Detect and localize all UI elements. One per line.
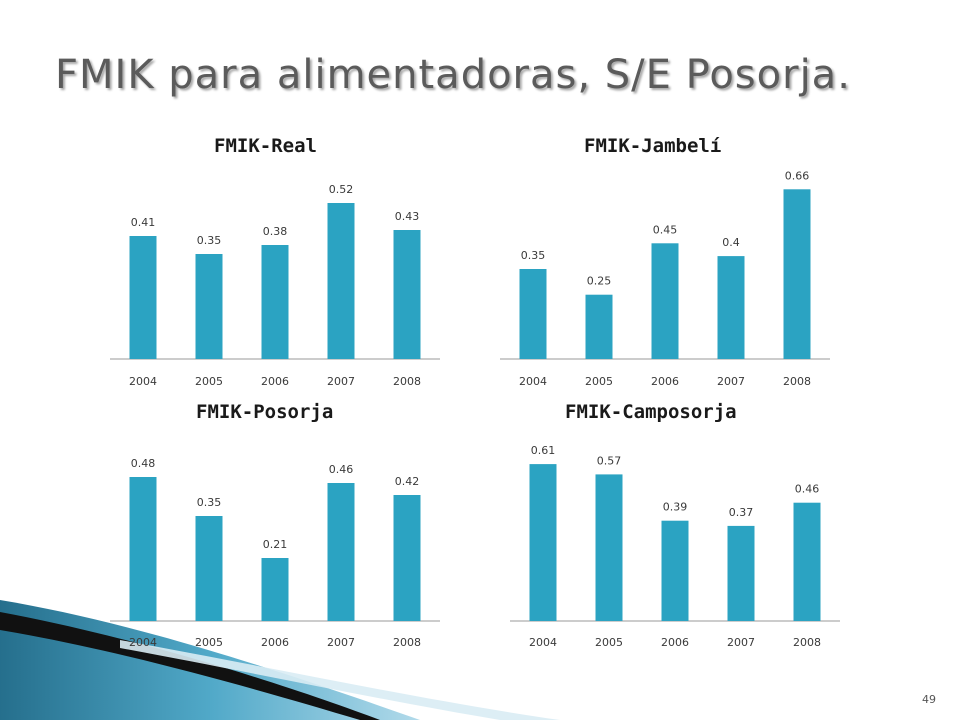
bar-2007 <box>717 256 745 359</box>
tick-label-2008: 2008 <box>793 636 821 649</box>
bar-2004 <box>129 236 157 359</box>
data-label-2005: 0.25 <box>587 275 612 288</box>
bar-2008 <box>793 502 821 621</box>
chart-title-jambeli: FMIK-Jambelí <box>584 135 722 157</box>
bar-2007 <box>727 525 755 621</box>
tick-label-2005: 2005 <box>195 636 223 649</box>
bar-2006 <box>651 243 679 359</box>
page-number: 49 <box>922 693 936 706</box>
tick-label-2006: 2006 <box>661 636 689 649</box>
tick-label-2007: 2007 <box>327 375 355 388</box>
data-label-2004: 0.35 <box>521 249 546 262</box>
tick-label-2006: 2006 <box>261 375 289 388</box>
tick-label-2004: 2004 <box>519 375 547 388</box>
bar-2005 <box>585 294 613 359</box>
bar-2004 <box>129 477 157 621</box>
tick-label-2004: 2004 <box>529 636 557 649</box>
tick-label-2006: 2006 <box>651 375 679 388</box>
bar-2005 <box>595 474 623 621</box>
chart-fmik-posorja: 0.48 2004 0.35 2005 0.21 2006 0.46 2007 0.42 2008 <box>110 457 440 649</box>
data-label-2005: 0.57 <box>597 454 622 467</box>
bar-2006 <box>261 558 289 621</box>
data-label-2008: 0.43 <box>395 210 420 223</box>
data-label-2007: 0.52 <box>329 183 354 196</box>
tick-label-2005: 2005 <box>585 375 613 388</box>
data-label-2005: 0.35 <box>197 234 222 247</box>
bar-2004 <box>519 269 547 359</box>
data-label-2006: 0.38 <box>263 225 288 238</box>
chart-fmik-real: 0.41 2004 0.35 2005 0.38 2006 0.52 2007 0.43 2008 <box>110 183 440 388</box>
tick-label-2004: 2004 <box>129 636 157 649</box>
chart-title-camposorja: FMIK-Camposorja <box>565 401 737 423</box>
bar-2005 <box>195 516 223 621</box>
chart-fmik-jambeli: 0.35 2004 0.25 2005 0.45 2006 0.4 2007 0.66 2008 <box>500 169 830 388</box>
tick-label-2007: 2007 <box>727 636 755 649</box>
bar-2007 <box>327 483 355 621</box>
bar-2006 <box>261 245 289 359</box>
data-label-2005: 0.35 <box>197 496 222 509</box>
data-label-2006: 0.45 <box>653 223 678 236</box>
bar-2007 <box>327 203 355 359</box>
data-label-2007: 0.37 <box>729 506 754 519</box>
tick-label-2005: 2005 <box>595 636 623 649</box>
chart-fmik-camposorja: 0.61 2004 0.57 2005 0.39 2006 0.37 2007 0.46 2008 <box>510 444 840 649</box>
data-label-2007: 0.4 <box>722 236 740 249</box>
tick-label-2008: 2008 <box>783 375 811 388</box>
data-label-2004: 0.61 <box>531 444 556 457</box>
bar-2005 <box>195 254 223 359</box>
chart-title-posorja: FMIK-Posorja <box>196 401 334 423</box>
bar-2008 <box>393 230 421 359</box>
bar-2008 <box>783 189 811 359</box>
tick-label-2008: 2008 <box>393 636 421 649</box>
data-label-2006: 0.39 <box>663 501 688 514</box>
bar-2004 <box>529 464 557 621</box>
data-label-2007: 0.46 <box>329 463 354 476</box>
data-label-2008: 0.66 <box>785 169 810 182</box>
tick-label-2005: 2005 <box>195 375 223 388</box>
chart-title-real: FMIK-Real <box>214 135 317 157</box>
tick-label-2008: 2008 <box>393 375 421 388</box>
data-label-2004: 0.41 <box>131 216 156 229</box>
tick-label-2006: 2006 <box>261 636 289 649</box>
data-label-2008: 0.46 <box>795 483 820 496</box>
data-label-2004: 0.48 <box>131 457 156 470</box>
tick-label-2004: 2004 <box>129 375 157 388</box>
tick-label-2007: 2007 <box>327 636 355 649</box>
data-label-2006: 0.21 <box>263 538 288 551</box>
data-label-2008: 0.42 <box>395 475 420 488</box>
bar-2008 <box>393 495 421 621</box>
bar-2006 <box>661 520 689 621</box>
tick-label-2007: 2007 <box>717 375 745 388</box>
slide-title: FMIK para alimentadoras, S/E Posorja. <box>55 52 851 98</box>
